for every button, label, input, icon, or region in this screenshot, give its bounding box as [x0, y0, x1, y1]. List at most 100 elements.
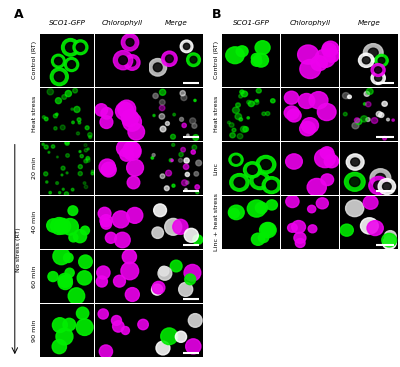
Circle shape [66, 172, 68, 174]
Circle shape [84, 149, 88, 152]
Circle shape [62, 95, 67, 99]
Circle shape [179, 283, 193, 296]
Circle shape [62, 218, 78, 235]
Circle shape [382, 233, 396, 247]
Circle shape [69, 233, 78, 242]
Circle shape [88, 132, 92, 137]
Circle shape [236, 103, 240, 107]
Circle shape [364, 103, 366, 105]
Circle shape [255, 41, 270, 54]
Circle shape [324, 48, 339, 62]
Circle shape [286, 196, 299, 208]
Circle shape [248, 101, 254, 106]
Circle shape [48, 151, 50, 153]
Circle shape [52, 318, 67, 333]
Circle shape [56, 156, 58, 158]
Circle shape [287, 109, 301, 122]
Circle shape [173, 113, 176, 116]
Circle shape [100, 116, 113, 128]
Circle shape [101, 218, 112, 229]
Text: Control (RT): Control (RT) [214, 41, 219, 79]
Circle shape [194, 171, 198, 176]
Circle shape [42, 143, 44, 145]
Circle shape [347, 97, 349, 99]
Circle shape [322, 41, 339, 56]
Circle shape [154, 204, 166, 217]
Circle shape [193, 135, 199, 140]
Circle shape [166, 121, 169, 126]
Circle shape [346, 200, 364, 217]
Circle shape [52, 54, 65, 68]
Circle shape [239, 94, 243, 98]
Circle shape [375, 67, 382, 73]
Circle shape [183, 43, 190, 50]
Circle shape [247, 117, 250, 119]
Circle shape [78, 165, 82, 169]
Circle shape [190, 118, 196, 124]
Circle shape [361, 116, 368, 122]
Circle shape [46, 181, 48, 183]
Circle shape [160, 126, 166, 132]
Circle shape [48, 272, 58, 281]
Circle shape [366, 102, 371, 107]
Circle shape [64, 192, 68, 196]
Circle shape [50, 68, 68, 86]
Circle shape [126, 39, 134, 46]
Text: Heat stress: Heat stress [32, 96, 37, 132]
Circle shape [298, 45, 318, 64]
Circle shape [83, 182, 86, 185]
Circle shape [44, 172, 48, 176]
Circle shape [95, 104, 108, 116]
Circle shape [160, 99, 165, 105]
Circle shape [366, 117, 370, 121]
Circle shape [121, 327, 130, 334]
Circle shape [251, 54, 261, 62]
Circle shape [284, 106, 299, 120]
Circle shape [362, 57, 370, 64]
Circle shape [52, 339, 66, 354]
Circle shape [169, 159, 173, 162]
Circle shape [112, 316, 122, 326]
Circle shape [284, 91, 298, 104]
Circle shape [112, 211, 130, 228]
Circle shape [266, 112, 270, 116]
Circle shape [256, 99, 258, 102]
Circle shape [120, 148, 133, 161]
Circle shape [112, 321, 124, 332]
Circle shape [195, 185, 200, 189]
Circle shape [123, 142, 141, 160]
Circle shape [234, 178, 245, 187]
Circle shape [375, 75, 382, 81]
Text: 20 min: 20 min [32, 157, 37, 179]
Circle shape [181, 148, 186, 152]
Circle shape [71, 108, 73, 110]
Circle shape [196, 160, 202, 166]
Circle shape [159, 105, 165, 111]
Circle shape [76, 307, 89, 319]
Circle shape [85, 126, 89, 130]
Circle shape [375, 54, 388, 67]
Circle shape [123, 141, 140, 159]
Circle shape [185, 189, 187, 191]
Circle shape [298, 94, 315, 109]
Circle shape [178, 159, 182, 162]
Circle shape [230, 133, 235, 138]
Circle shape [232, 107, 240, 113]
Circle shape [184, 228, 198, 242]
Circle shape [363, 196, 378, 209]
Circle shape [248, 166, 257, 174]
Circle shape [266, 181, 276, 190]
Circle shape [262, 112, 266, 116]
Circle shape [251, 57, 262, 66]
Circle shape [261, 223, 275, 236]
Circle shape [367, 221, 383, 236]
Circle shape [65, 268, 74, 277]
Circle shape [350, 177, 360, 186]
Circle shape [186, 339, 201, 354]
Circle shape [113, 51, 133, 70]
Circle shape [61, 166, 65, 170]
Circle shape [62, 39, 79, 56]
Circle shape [254, 100, 259, 105]
Circle shape [119, 56, 128, 65]
Circle shape [320, 147, 334, 159]
